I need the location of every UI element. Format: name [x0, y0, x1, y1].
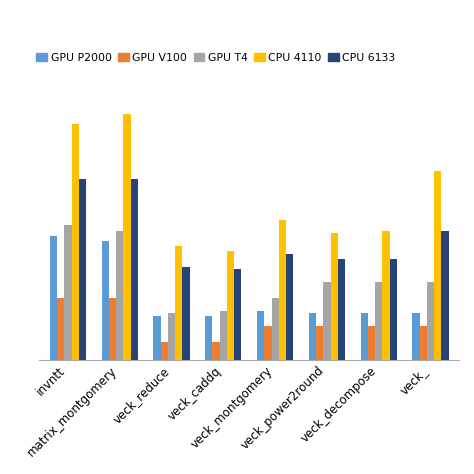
- Bar: [220, 311, 227, 360]
- Bar: [57, 298, 64, 360]
- Bar: [390, 259, 397, 360]
- Bar: [419, 327, 427, 360]
- Bar: [131, 179, 138, 360]
- Bar: [64, 225, 72, 360]
- Bar: [316, 327, 323, 360]
- Bar: [412, 313, 419, 360]
- Bar: [309, 313, 316, 360]
- Bar: [212, 342, 220, 360]
- Bar: [383, 230, 390, 360]
- Bar: [154, 316, 161, 360]
- Bar: [338, 259, 345, 360]
- Bar: [441, 230, 448, 360]
- Bar: [72, 124, 79, 360]
- Bar: [79, 179, 86, 360]
- Bar: [368, 327, 375, 360]
- Bar: [330, 233, 338, 360]
- Bar: [427, 283, 434, 360]
- Bar: [109, 298, 116, 360]
- Legend: GPU P2000, GPU V100, GPU T4, CPU 4110, CPU 6133: GPU P2000, GPU V100, GPU T4, CPU 4110, C…: [36, 53, 395, 63]
- Bar: [257, 311, 264, 360]
- Bar: [286, 254, 293, 360]
- Bar: [434, 171, 441, 360]
- Bar: [272, 298, 279, 360]
- Bar: [168, 313, 175, 360]
- Bar: [50, 236, 57, 360]
- Bar: [264, 327, 272, 360]
- Bar: [361, 313, 368, 360]
- Bar: [123, 114, 131, 360]
- Bar: [323, 283, 330, 360]
- Bar: [205, 316, 212, 360]
- Bar: [234, 269, 241, 360]
- Bar: [101, 241, 109, 360]
- Bar: [161, 342, 168, 360]
- Bar: [182, 267, 190, 360]
- Bar: [227, 251, 234, 360]
- Bar: [116, 230, 123, 360]
- Bar: [279, 220, 286, 360]
- Bar: [375, 283, 383, 360]
- Bar: [175, 246, 182, 360]
